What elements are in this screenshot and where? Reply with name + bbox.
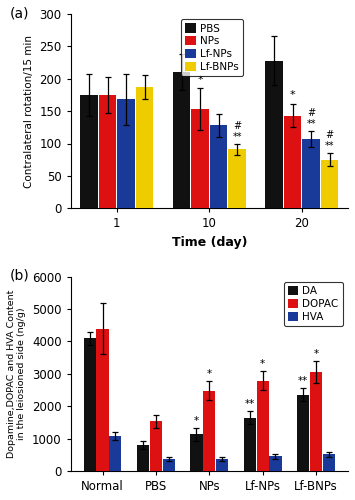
- Bar: [117, 100, 135, 208]
- X-axis label: Time (day): Time (day): [171, 236, 247, 249]
- Bar: [244, 418, 256, 471]
- Bar: [310, 372, 322, 471]
- Bar: [257, 380, 269, 471]
- Y-axis label: Dopamine,DOPAC and HVA Content
in the leiosioned side (ng/g): Dopamine,DOPAC and HVA Content in the le…: [7, 290, 26, 458]
- Bar: [203, 390, 215, 471]
- Bar: [173, 72, 190, 208]
- Text: #
**: # **: [306, 108, 316, 128]
- Bar: [97, 328, 109, 471]
- Bar: [190, 434, 203, 471]
- Text: **: **: [298, 376, 308, 386]
- Bar: [84, 338, 96, 471]
- Bar: [136, 87, 153, 208]
- Bar: [265, 60, 283, 208]
- Text: *: *: [313, 348, 318, 358]
- Text: *: *: [194, 416, 199, 426]
- Bar: [216, 458, 228, 471]
- Bar: [80, 95, 98, 208]
- Bar: [321, 160, 338, 208]
- Bar: [150, 422, 162, 471]
- Bar: [137, 445, 149, 471]
- Text: *: *: [197, 74, 203, 85]
- Text: *: *: [207, 369, 212, 379]
- Legend: PBS, NPs, Lf-NPs, Lf-BNPs: PBS, NPs, Lf-NPs, Lf-BNPs: [181, 19, 243, 76]
- Bar: [191, 109, 209, 208]
- Text: #
**: # **: [325, 130, 334, 152]
- Bar: [284, 116, 301, 208]
- Bar: [323, 454, 335, 471]
- Y-axis label: Contralateral rotation/15 min: Contralateral rotation/15 min: [24, 34, 34, 188]
- Text: (a): (a): [10, 6, 29, 20]
- Text: #
**: # **: [232, 122, 242, 142]
- Bar: [269, 456, 282, 471]
- Bar: [302, 139, 320, 208]
- Legend: DA, DOPAC, HVA: DA, DOPAC, HVA: [284, 282, 343, 326]
- Bar: [99, 95, 116, 208]
- Text: *: *: [290, 90, 295, 100]
- Bar: [109, 436, 121, 471]
- Bar: [163, 460, 175, 471]
- Text: **: **: [245, 400, 255, 409]
- Bar: [210, 126, 227, 208]
- Text: (b): (b): [10, 269, 29, 283]
- Bar: [228, 150, 246, 208]
- Text: *: *: [260, 359, 265, 369]
- Bar: [297, 394, 309, 471]
